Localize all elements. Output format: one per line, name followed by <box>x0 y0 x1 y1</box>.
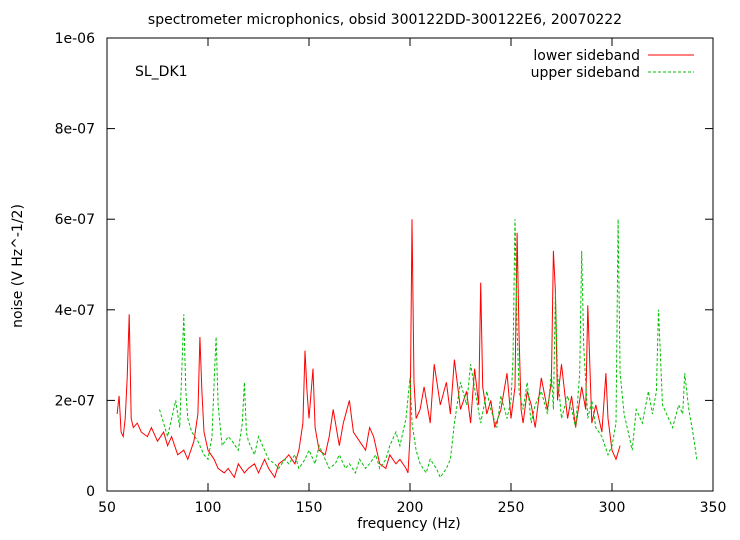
x-tick-label: 100 <box>195 500 222 516</box>
x-tick-label: 350 <box>700 500 727 516</box>
x-axis-label: frequency (Hz) <box>357 516 460 532</box>
x-tick-label: 150 <box>296 500 323 516</box>
x-tick-label: 50 <box>98 500 116 516</box>
y-tick-label: 4e-07 <box>55 303 95 319</box>
series-line-2 <box>159 219 698 479</box>
y-tick-label: 0 <box>86 484 95 500</box>
x-tick-label: 300 <box>599 500 626 516</box>
series-line-1 <box>116 219 621 479</box>
y-tick-label: 6e-07 <box>55 212 95 228</box>
annotation-label: SL_DK1 <box>135 64 188 80</box>
legend-label-1: lower sideband <box>533 48 640 64</box>
chart-title: spectrometer microphonics, obsid 300122D… <box>148 12 622 28</box>
legend-label-2: upper sideband <box>531 65 640 81</box>
y-tick-label: 2e-07 <box>55 393 95 409</box>
x-tick-label: 200 <box>397 500 424 516</box>
y-axis-label: noise (V Hz^-1/2) <box>10 204 26 328</box>
y-tick-label: 1e-06 <box>55 31 95 47</box>
axes-group: 50 100 150 200 250 300 350 0 2e-07 4e-07 6e-07 8e-0… <box>55 31 727 516</box>
plot-series-group <box>116 219 698 479</box>
y-tick-label: 8e-07 <box>55 122 95 138</box>
x-tick-label: 250 <box>498 500 525 516</box>
